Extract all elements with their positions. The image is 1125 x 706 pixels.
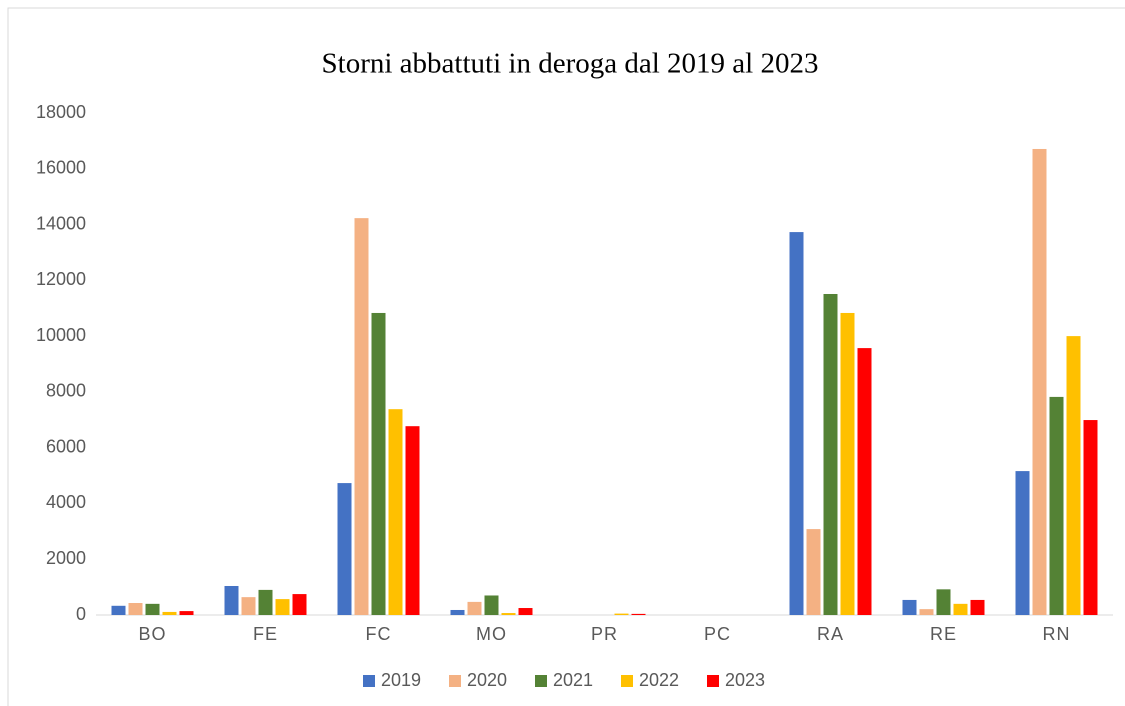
legend-swatch [621, 675, 633, 687]
legend-label: 2022 [639, 670, 679, 690]
bar [354, 218, 369, 615]
legend-label: 2019 [381, 670, 421, 690]
bar [292, 594, 307, 615]
bar [1032, 148, 1047, 615]
x-tick-label: MO [476, 624, 507, 644]
x-tick-label: BO [138, 624, 166, 644]
legend-swatch [449, 675, 461, 687]
y-tick-label: 8000 [46, 381, 86, 401]
y-tick-label: 14000 [36, 213, 86, 233]
bar [128, 603, 143, 615]
x-tick-label: FC [366, 624, 392, 644]
bar [179, 611, 194, 615]
y-tick-label: 10000 [36, 325, 86, 345]
bar [484, 595, 499, 615]
y-tick-label: 12000 [36, 269, 86, 289]
bar [806, 529, 821, 615]
y-tick-label: 6000 [46, 436, 86, 456]
bar [919, 609, 934, 615]
x-tick-label: RN [1043, 624, 1071, 644]
bar [111, 605, 126, 615]
y-tick-label: 4000 [46, 492, 86, 512]
bar [1015, 471, 1030, 615]
legend-swatch [363, 675, 375, 687]
x-tick-label: FE [253, 624, 278, 644]
x-tick-label: PC [704, 624, 731, 644]
legend-label: 2021 [553, 670, 593, 690]
chart-frame [7, 7, 1125, 706]
chart-title: Storni abbattuti in deroga dal 2019 al 2… [322, 48, 819, 80]
bar [258, 589, 273, 615]
x-tick-label: RE [930, 624, 957, 644]
y-tick-label: 18000 [36, 102, 86, 122]
bar [388, 409, 403, 615]
bar [840, 312, 855, 615]
y-tick-label: 0 [76, 604, 86, 624]
y-tick-label: 16000 [36, 158, 86, 178]
bar [631, 613, 646, 615]
bar [405, 426, 420, 615]
legend-label: 2023 [725, 670, 765, 690]
bar [275, 599, 290, 615]
bar [789, 232, 804, 615]
bar [337, 483, 352, 615]
bar [518, 608, 533, 615]
bar [614, 613, 629, 615]
bar [241, 597, 256, 615]
bar [902, 599, 917, 615]
bar [501, 613, 516, 615]
y-tick-label: 2000 [46, 548, 86, 568]
x-tick-label: PR [591, 624, 618, 644]
legend-swatch [707, 675, 719, 687]
bar [162, 611, 177, 615]
bar [1049, 396, 1064, 615]
bar [857, 348, 872, 615]
bar [823, 293, 838, 615]
bar [145, 603, 160, 615]
legend-label: 2020 [467, 670, 507, 690]
legend-swatch [535, 675, 547, 687]
bar [371, 312, 386, 615]
bar [450, 609, 465, 615]
bar [1066, 336, 1081, 615]
x-tick-label: RA [817, 624, 844, 644]
bar [467, 601, 482, 615]
bar [1083, 420, 1098, 615]
bar [953, 603, 968, 615]
bar [936, 589, 951, 615]
bar [970, 599, 985, 615]
bar [224, 585, 239, 615]
